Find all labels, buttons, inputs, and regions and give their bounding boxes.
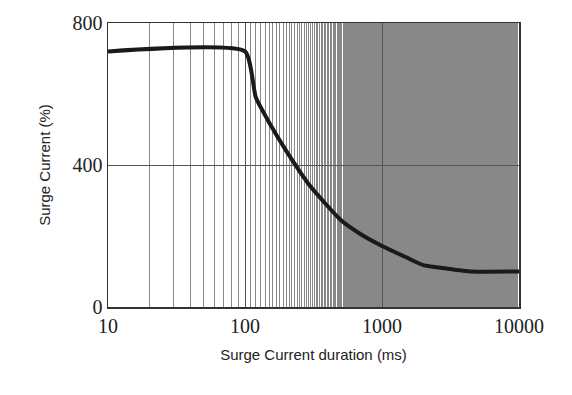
svg-text:100: 100 <box>230 315 260 337</box>
svg-text:Surge Current duration (ms): Surge Current duration (ms) <box>220 346 407 363</box>
svg-text:10: 10 <box>98 315 118 337</box>
svg-text:1000: 1000 <box>362 315 402 337</box>
svg-text:Surge Current (%): Surge Current (%) <box>36 104 53 226</box>
svg-text:400: 400 <box>73 154 103 176</box>
svg-text:10000: 10000 <box>494 315 544 337</box>
svg-text:0: 0 <box>93 296 103 318</box>
svg-text:800: 800 <box>73 12 103 34</box>
